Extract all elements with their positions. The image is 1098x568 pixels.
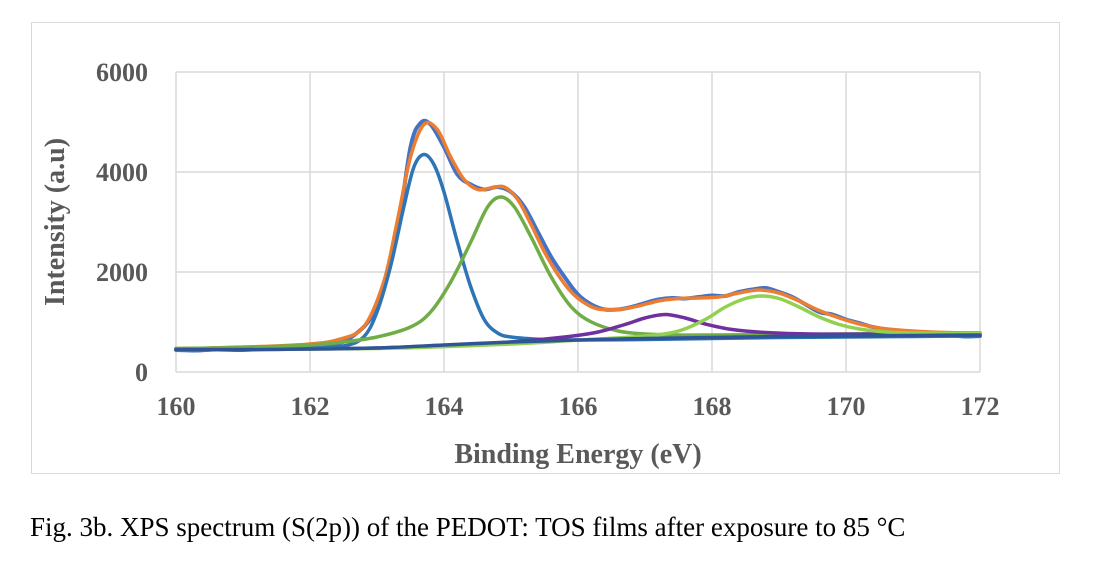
x-tick-label: 166: [559, 392, 598, 421]
grid-layer: [175, 71, 981, 373]
x-axis-title: Binding Energy (eV): [454, 439, 701, 470]
xps-plot: 160 162 164 166 168 170 172 0 2000 4000 6000 Bindi…: [40, 58, 1000, 470]
y-tick-label: 6000: [96, 58, 148, 87]
series-line-fit-1: [174, 120, 982, 351]
y-axis-title: Intensity (a.u): [40, 138, 71, 306]
x-tick-label: 160: [157, 392, 196, 421]
series-line-peak-3: [174, 195, 982, 351]
y-tick-label: 2000: [96, 258, 148, 287]
figure-caption: Fig. 3b. XPS spectrum (S(2p)) of the PED…: [30, 512, 906, 542]
x-tick-label: 172: [961, 392, 1000, 421]
series-line-baseline-6: [174, 333, 982, 352]
y-tick-label: 4000: [96, 158, 148, 187]
y-tick-label: 0: [135, 358, 148, 387]
series-line-peak-5: [174, 294, 982, 352]
x-tick-label: 168: [693, 392, 732, 421]
tick-layer: 160 162 164 166 168 170 172 0 2000 4000 6000: [96, 58, 1000, 421]
series-layer: [174, 118, 982, 353]
x-tick-label: 170: [827, 392, 866, 421]
x-tick-label: 164: [425, 392, 464, 421]
chart-frame: 160 162 164 166 168 170 172 0 2000 4000 6000 Bindi…: [31, 22, 1060, 474]
x-tick-label: 162: [291, 392, 330, 421]
